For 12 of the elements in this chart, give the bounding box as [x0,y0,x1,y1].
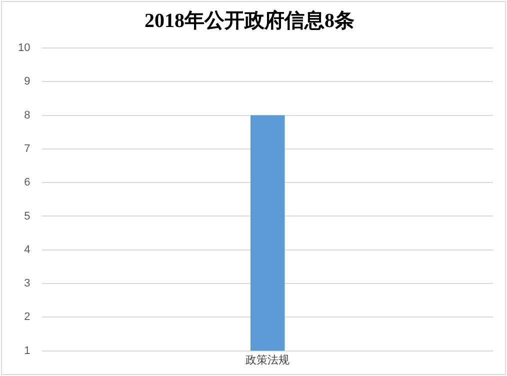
y-tick-label: 8 [24,109,30,122]
y-tick-label: 1 [24,344,30,357]
y-tick-label: 10 [18,42,30,54]
y-tick-label: 3 [24,278,30,290]
x-tick-label: 政策法规 [246,353,290,366]
y-tick-label: 9 [24,76,30,88]
chart-title: 2018年公开政府信息8条 [144,9,354,32]
y-tick-label: 4 [24,244,30,256]
y-tick-label: 2 [24,311,30,324]
y-tick-label: 5 [24,210,30,222]
y-tick-label: 7 [24,142,30,155]
y-tick-label: 6 [24,176,30,189]
